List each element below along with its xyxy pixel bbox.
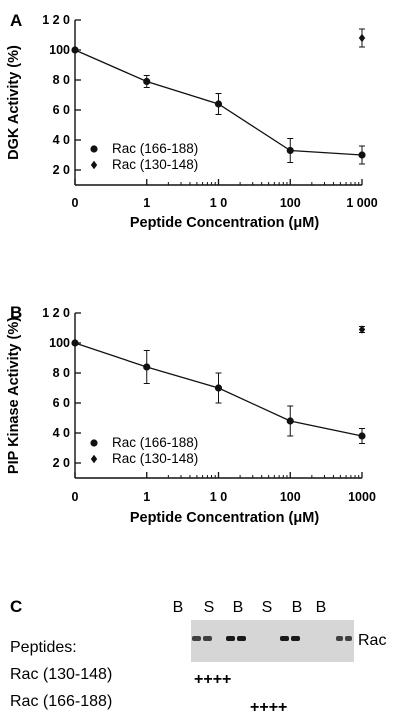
band-label: Rac xyxy=(358,632,386,649)
y-tick-label: 8 0 xyxy=(53,366,70,380)
gel-band xyxy=(280,636,289,641)
gel-band xyxy=(237,636,246,641)
y-tick-label: 6 0 xyxy=(53,103,70,117)
y-tick-label: 4 0 xyxy=(53,133,70,147)
x-tick-label: 0 xyxy=(72,490,79,504)
y-tick-label: 2 0 xyxy=(53,456,70,470)
legend-marker-circle xyxy=(90,145,98,153)
data-point-circle xyxy=(143,77,151,86)
gel-background xyxy=(191,620,354,662)
y-tick-label: 8 0 xyxy=(53,73,70,87)
legend-marker-circle xyxy=(90,439,98,447)
x-tick-label: 1 0 xyxy=(210,196,227,210)
data-point-circle xyxy=(286,146,294,155)
data-point-circle xyxy=(143,363,151,371)
y-axis-title: DGK Activity (%) xyxy=(6,45,22,160)
x-tick-label: 1 xyxy=(143,490,150,504)
legend-marker-diamond xyxy=(90,160,98,170)
x-axis-title: Peptide Concentration (μM) xyxy=(130,215,319,231)
legend-label: Rac (130-148) xyxy=(112,451,198,466)
gel-band xyxy=(345,636,352,641)
data-point-diamond xyxy=(358,325,366,334)
data-point-diamond xyxy=(358,33,366,43)
y-tick-label: 6 0 xyxy=(53,396,70,410)
y-tick-label: 4 0 xyxy=(53,426,70,440)
legend-label: Rac (166-188) xyxy=(112,435,198,450)
lane-label: B xyxy=(292,599,303,616)
data-point-circle xyxy=(286,417,294,425)
panel-letter: A xyxy=(10,11,22,30)
data-point-circle xyxy=(71,46,79,54)
gel-band xyxy=(192,636,201,641)
y-tick-label: 100 xyxy=(49,43,70,57)
data-point-circle xyxy=(358,151,366,159)
peptide-row-label: Rac (166-188) xyxy=(10,693,112,710)
gel-band xyxy=(291,636,300,641)
x-tick-label: 100 xyxy=(280,490,301,504)
x-tick-label: 1000 xyxy=(348,490,376,504)
lane-label: S xyxy=(262,599,273,616)
lane-label: B xyxy=(173,599,184,616)
lane-label: B xyxy=(233,599,244,616)
data-point-circle xyxy=(214,384,223,392)
plus-marks: ++++ xyxy=(194,671,231,688)
data-point-circle xyxy=(71,339,79,347)
y-tick-label: 2 0 xyxy=(53,163,70,177)
y-axis-title: PIP Kinase Activity (%) xyxy=(6,317,22,474)
peptides-title: Peptides: xyxy=(10,639,77,656)
legend-marker-diamond xyxy=(90,454,98,464)
y-tick-label: 1 2 0 xyxy=(42,13,70,27)
panel-letter: C xyxy=(10,597,22,616)
legend-label: Rac (166-188) xyxy=(112,141,198,156)
gel-band xyxy=(336,636,343,641)
y-tick-label: 100 xyxy=(49,336,70,350)
peptide-row-label: Rac (130-148) xyxy=(10,666,112,683)
data-point-circle xyxy=(214,100,223,108)
legend-label: Rac (130-148) xyxy=(112,157,198,172)
y-tick-label: 1 2 0 xyxy=(42,306,70,320)
x-tick-label: 1 000 xyxy=(346,196,377,210)
data-point-circle xyxy=(358,432,366,440)
plus-marks: ++++ xyxy=(250,699,287,716)
x-axis-title: Peptide Concentration (μM) xyxy=(130,510,319,526)
gel-band xyxy=(203,636,212,641)
gel-band xyxy=(226,636,235,641)
x-tick-label: 100 xyxy=(280,196,301,210)
lane-label: S xyxy=(204,599,215,616)
x-tick-label: 1 0 xyxy=(210,490,227,504)
x-tick-label: 1 xyxy=(143,196,150,210)
panel-letter: B xyxy=(10,303,22,322)
x-tick-label: 0 xyxy=(72,196,79,210)
lane-label: B xyxy=(316,599,327,616)
